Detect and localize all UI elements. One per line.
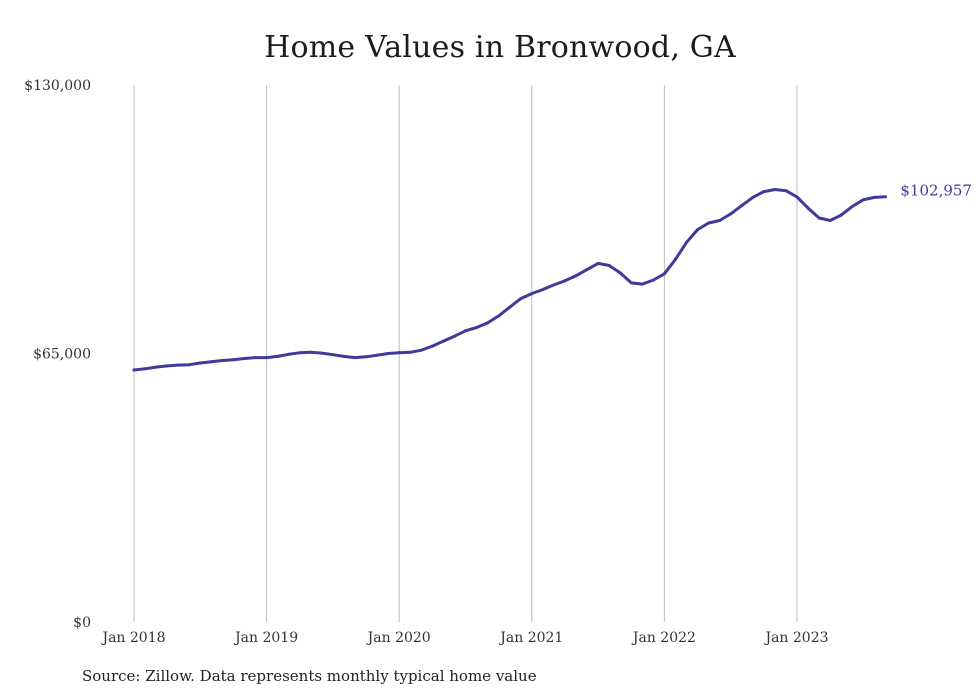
data-point	[519, 297, 523, 301]
data-point	[839, 213, 843, 217]
x-tick-label: Jan 2019	[233, 630, 298, 646]
data-point	[430, 344, 434, 348]
data-point	[563, 279, 567, 283]
data-point	[574, 274, 578, 278]
data-point	[508, 305, 512, 309]
data-point	[375, 353, 379, 357]
data-point	[618, 271, 622, 275]
data-point	[287, 352, 291, 356]
data-point	[585, 268, 589, 272]
data-point	[784, 189, 788, 193]
series-line	[132, 188, 887, 372]
data-point	[220, 359, 224, 362]
data-point	[629, 281, 633, 285]
data-point	[198, 361, 202, 365]
data-point	[817, 216, 821, 220]
data-point	[773, 188, 777, 191]
y-tick-label: $65,000	[33, 347, 91, 363]
x-tick-label: Jan 2023	[763, 630, 828, 646]
data-point	[685, 240, 688, 244]
data-point	[552, 283, 556, 287]
data-point	[441, 339, 445, 343]
x-tick-label: Jan 2021	[498, 630, 563, 646]
end-value-label: $102,957	[900, 182, 972, 200]
x-tick-label: Jan 2022	[631, 630, 696, 646]
data-point	[364, 355, 368, 359]
data-point	[718, 219, 722, 222]
data-point	[464, 329, 467, 333]
data-point	[806, 206, 810, 210]
data-point	[265, 356, 269, 360]
data-point	[419, 348, 423, 352]
data-point	[165, 364, 169, 368]
data-point	[231, 358, 235, 362]
data-point	[243, 357, 246, 360]
data-point	[640, 282, 644, 286]
data-point	[209, 360, 213, 364]
data-point	[729, 212, 733, 216]
data-point	[707, 221, 711, 225]
data-point	[828, 219, 832, 222]
data-point	[662, 272, 666, 276]
data-point	[176, 363, 180, 367]
data-point	[850, 204, 854, 208]
data-point	[353, 356, 357, 360]
data-point	[309, 350, 313, 354]
data-point	[530, 292, 534, 296]
x-tick-label: Jan 2018	[100, 630, 165, 646]
data-point	[475, 326, 479, 329]
data-point	[486, 321, 490, 325]
data-point	[883, 195, 887, 199]
data-point	[408, 350, 412, 354]
data-point	[154, 365, 158, 369]
data-point	[254, 356, 258, 360]
data-point	[331, 353, 335, 357]
data-point	[541, 288, 545, 291]
data-point	[762, 190, 766, 194]
data-point	[674, 257, 677, 261]
data-point	[143, 367, 147, 371]
data-point	[497, 314, 501, 318]
data-point	[320, 351, 324, 355]
data-point	[740, 204, 744, 208]
source-note: Source: Zillow. Data represents monthly …	[82, 667, 537, 685]
data-point	[397, 351, 401, 355]
data-point	[453, 334, 456, 338]
data-point	[596, 261, 600, 265]
data-point	[342, 354, 346, 358]
x-tick-label: Jan 2020	[366, 630, 431, 646]
data-point	[872, 195, 876, 199]
data-point	[276, 354, 280, 358]
data-point	[861, 198, 865, 202]
data-point	[386, 352, 390, 355]
data-point	[187, 363, 191, 367]
chart-title: Home Values in Bronwood, GA	[264, 30, 736, 65]
data-point	[696, 228, 700, 232]
data-point	[607, 264, 611, 267]
y-tick-label: $0	[73, 615, 91, 631]
y-axis-ticks: $0 $65,000 $130,000	[24, 78, 91, 631]
y-tick-label: $130,000	[24, 78, 91, 94]
data-point	[132, 368, 136, 372]
data-point	[751, 195, 755, 199]
series-points	[132, 188, 887, 372]
data-point	[651, 278, 655, 282]
gridlines	[133, 85, 798, 622]
data-point	[795, 195, 799, 199]
data-point	[298, 351, 302, 355]
x-axis-ticks: Jan 2018 Jan 2019 Jan 2020 Jan 2021 Jan 2022…	[100, 630, 828, 646]
